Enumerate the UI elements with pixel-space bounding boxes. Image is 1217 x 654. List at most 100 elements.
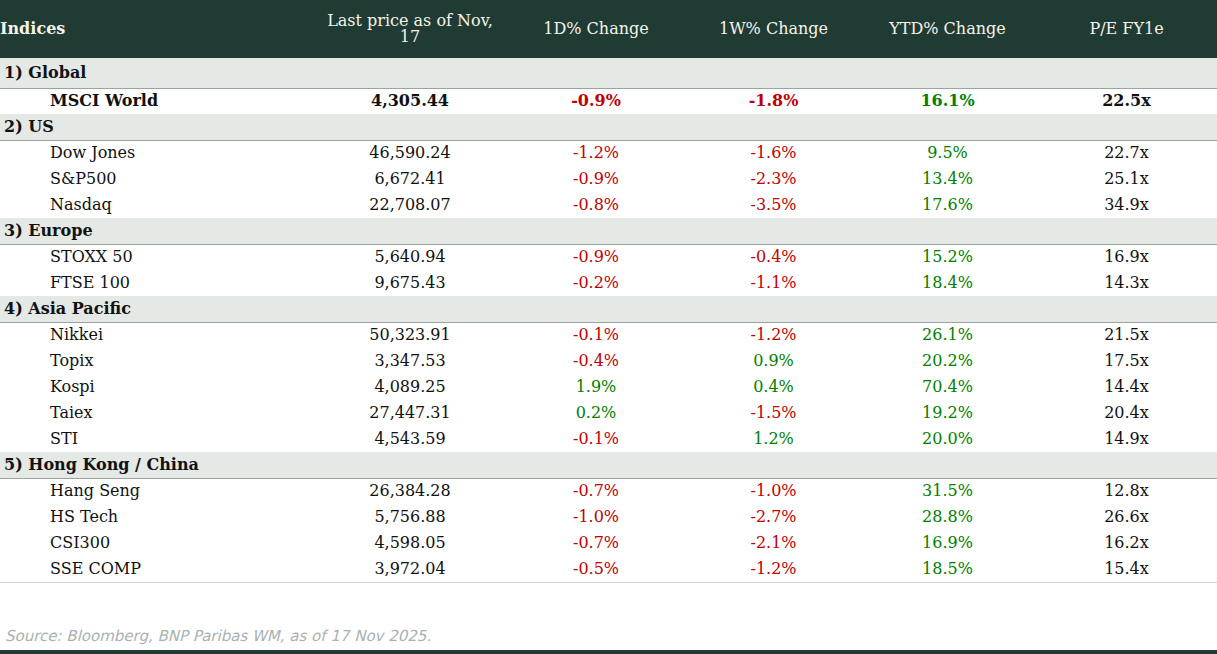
index-name: SSE COMP bbox=[0, 556, 316, 582]
1d-change: -0.4% bbox=[504, 348, 688, 374]
section-label: 1) Global bbox=[0, 58, 1217, 88]
1d-change: -0.1% bbox=[504, 426, 688, 452]
ytd-change: 16.9% bbox=[859, 530, 1036, 556]
pe-value: 14.3x bbox=[1036, 270, 1217, 296]
ytd-change: 26.1% bbox=[859, 322, 1036, 348]
ytd-change: 28.8% bbox=[859, 504, 1036, 530]
index-name: Taiex bbox=[0, 400, 316, 426]
source-note: Source: Bloomberg, BNP Paribas WM, as of… bbox=[5, 627, 431, 645]
pe-value: 22.5x bbox=[1036, 88, 1217, 114]
section-label: 2) US bbox=[0, 114, 1217, 140]
index-name: STOXX 50 bbox=[0, 244, 316, 270]
ytd-change: 18.4% bbox=[859, 270, 1036, 296]
1w-change: -2.3% bbox=[688, 166, 859, 192]
pe-value: 22.7x bbox=[1036, 140, 1217, 166]
last-price: 6,672.41 bbox=[316, 166, 504, 192]
ytd-change: 20.2% bbox=[859, 348, 1036, 374]
bottom-accent-bar bbox=[0, 650, 1217, 654]
index-name: S&P500 bbox=[0, 166, 316, 192]
1d-change: 1.9% bbox=[504, 374, 688, 400]
1w-change: -2.7% bbox=[688, 504, 859, 530]
table-row: Nasdaq 22,708.07 -0.8% -3.5% 17.6% 34.9x bbox=[0, 192, 1217, 218]
section-row-hong-kong-china: 5) Hong Kong / China bbox=[0, 452, 1217, 478]
ytd-change: 17.6% bbox=[859, 192, 1036, 218]
pe-value: 20.4x bbox=[1036, 400, 1217, 426]
last-price: 5,756.88 bbox=[316, 504, 504, 530]
1w-change: -1.6% bbox=[688, 140, 859, 166]
table-row: Nikkei 50,323.91 -0.1% -1.2% 26.1% 21.5x bbox=[0, 322, 1217, 348]
table-row: FTSE 100 9,675.43 -0.2% -1.1% 18.4% 14.3… bbox=[0, 270, 1217, 296]
index-name: Topix bbox=[0, 348, 316, 374]
pe-value: 21.5x bbox=[1036, 322, 1217, 348]
index-name: Nikkei bbox=[0, 322, 316, 348]
1w-change: -2.1% bbox=[688, 530, 859, 556]
last-price: 4,598.05 bbox=[316, 530, 504, 556]
1w-change: 0.4% bbox=[688, 374, 859, 400]
pe-value: 26.6x bbox=[1036, 504, 1217, 530]
section-row-global: 1) Global bbox=[0, 58, 1217, 88]
table-row: Taiex 27,447.31 0.2% -1.5% 19.2% 20.4x bbox=[0, 400, 1217, 426]
1d-change: -0.5% bbox=[504, 556, 688, 582]
table-row: STOXX 50 5,640.94 -0.9% -0.4% 15.2% 16.9… bbox=[0, 244, 1217, 270]
1d-change: -0.7% bbox=[504, 478, 688, 504]
last-price: 22,708.07 bbox=[316, 192, 504, 218]
section-row-us: 2) US bbox=[0, 114, 1217, 140]
table-row: Hang Seng 26,384.28 -0.7% -1.0% 31.5% 12… bbox=[0, 478, 1217, 504]
table-row: Kospi 4,089.25 1.9% 0.4% 70.4% 14.4x bbox=[0, 374, 1217, 400]
section-label: 3) Europe bbox=[0, 218, 1217, 244]
1w-change: -1.8% bbox=[688, 88, 859, 114]
pe-value: 25.1x bbox=[1036, 166, 1217, 192]
1d-change: -1.0% bbox=[504, 504, 688, 530]
1w-change: 1.2% bbox=[688, 426, 859, 452]
column-header-1d-change: 1D% Change bbox=[504, 0, 688, 58]
column-header-last-price: Last price as of Nov, 17 bbox=[316, 0, 504, 58]
index-name: FTSE 100 bbox=[0, 270, 316, 296]
1d-change: -0.9% bbox=[504, 244, 688, 270]
ytd-change: 31.5% bbox=[859, 478, 1036, 504]
pe-value: 16.9x bbox=[1036, 244, 1217, 270]
1d-change: -0.1% bbox=[504, 322, 688, 348]
pe-value: 12.8x bbox=[1036, 478, 1217, 504]
1w-change: -1.0% bbox=[688, 478, 859, 504]
index-name: Hang Seng bbox=[0, 478, 316, 504]
table-row: Dow Jones 46,590.24 -1.2% -1.6% 9.5% 22.… bbox=[0, 140, 1217, 166]
table-row: STI 4,543.59 -0.1% 1.2% 20.0% 14.9x bbox=[0, 426, 1217, 452]
last-price: 27,447.31 bbox=[316, 400, 504, 426]
section-row-asia-pacific: 4) Asia Pacific bbox=[0, 296, 1217, 322]
last-price: 3,347.53 bbox=[316, 348, 504, 374]
last-price: 4,089.25 bbox=[316, 374, 504, 400]
1w-change: -1.2% bbox=[688, 556, 859, 582]
index-name: MSCI World bbox=[0, 88, 316, 114]
1d-change: -1.2% bbox=[504, 140, 688, 166]
table-row: SSE COMP 3,972.04 -0.5% -1.2% 18.5% 15.4… bbox=[0, 556, 1217, 582]
last-price: 4,543.59 bbox=[316, 426, 504, 452]
indices-report-page: Indices Last price as of Nov, 17 1D% Cha… bbox=[0, 0, 1217, 654]
1d-change: 0.2% bbox=[504, 400, 688, 426]
last-price: 9,675.43 bbox=[316, 270, 504, 296]
index-name: Kospi bbox=[0, 374, 316, 400]
last-price: 5,640.94 bbox=[316, 244, 504, 270]
pe-value: 14.4x bbox=[1036, 374, 1217, 400]
ytd-change: 70.4% bbox=[859, 374, 1036, 400]
table-row: Topix 3,347.53 -0.4% 0.9% 20.2% 17.5x bbox=[0, 348, 1217, 374]
1w-change: -0.4% bbox=[688, 244, 859, 270]
table-row: HS Tech 5,756.88 -1.0% -2.7% 28.8% 26.6x bbox=[0, 504, 1217, 530]
column-header-ytd-change: YTD% Change bbox=[859, 0, 1036, 58]
1w-change: -1.5% bbox=[688, 400, 859, 426]
index-name: HS Tech bbox=[0, 504, 316, 530]
1w-change: -1.2% bbox=[688, 322, 859, 348]
ytd-change: 9.5% bbox=[859, 140, 1036, 166]
index-name: STI bbox=[0, 426, 316, 452]
index-name: Nasdaq bbox=[0, 192, 316, 218]
table-row: S&P500 6,672.41 -0.9% -2.3% 13.4% 25.1x bbox=[0, 166, 1217, 192]
pe-value: 17.5x bbox=[1036, 348, 1217, 374]
section-label: 5) Hong Kong / China bbox=[0, 452, 1217, 478]
column-header-1w-change: 1W% Change bbox=[688, 0, 859, 58]
ytd-change: 16.1% bbox=[859, 88, 1036, 114]
ytd-change: 18.5% bbox=[859, 556, 1036, 582]
ytd-change: 20.0% bbox=[859, 426, 1036, 452]
index-name: Dow Jones bbox=[0, 140, 316, 166]
pe-value: 16.2x bbox=[1036, 530, 1217, 556]
index-name: CSI300 bbox=[0, 530, 316, 556]
1w-change: -1.1% bbox=[688, 270, 859, 296]
